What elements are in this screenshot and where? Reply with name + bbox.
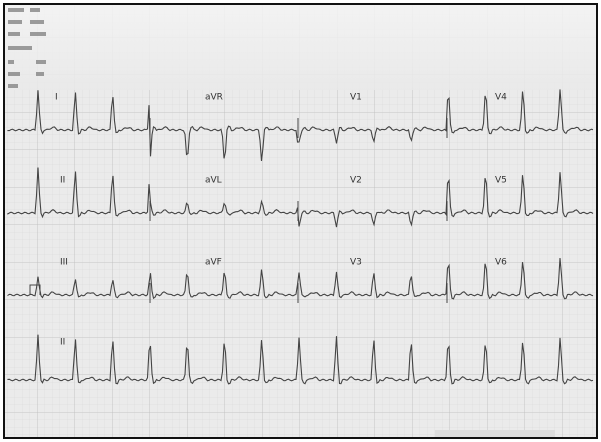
lead-label: V4	[495, 93, 507, 103]
ecg-scan: IaVR V1 V4 II aVL V2 V5 III aVF V3 V6 II	[0, 0, 601, 442]
lead-label: aVF	[205, 258, 222, 268]
lead-label: aVR	[205, 93, 223, 103]
footer-mark	[435, 430, 555, 437]
lead-label: V5	[495, 176, 507, 186]
lead-label: III	[60, 258, 68, 268]
lead-label: I	[55, 93, 58, 103]
lead-label: II	[60, 338, 65, 348]
lead-label: V6	[495, 258, 507, 268]
lead-label: V2	[350, 176, 362, 186]
lead-label: II	[60, 176, 65, 186]
header-band	[5, 5, 596, 90]
lead-label: aVL	[205, 176, 222, 186]
lead-label: V3	[350, 258, 362, 268]
lead-label: V1	[350, 93, 362, 103]
